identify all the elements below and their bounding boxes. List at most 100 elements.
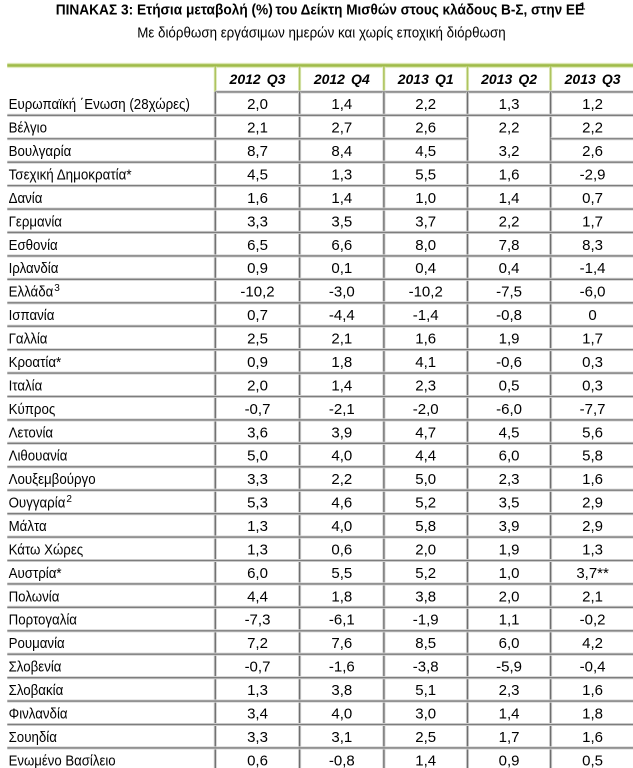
svg-text:1,4: 1,4 [499, 190, 520, 207]
svg-text:0,5: 0,5 [582, 752, 603, 768]
svg-text:2,2: 2,2 [499, 120, 520, 137]
svg-text:1,2: 1,2 [582, 96, 603, 113]
svg-text:1,7: 1,7 [582, 331, 603, 348]
svg-text:1,4: 1,4 [331, 96, 352, 113]
svg-text:1,9: 1,9 [499, 541, 520, 558]
svg-text:3,5: 3,5 [499, 495, 520, 512]
svg-text:1,6: 1,6 [415, 331, 436, 348]
svg-text:Τσεχική Δημοκρατία*: Τσεχική Δημοκρατία* [9, 167, 132, 184]
svg-text:1,8: 1,8 [331, 354, 352, 371]
svg-text:Πορτογαλία: Πορτογαλία [9, 612, 78, 629]
svg-text:3,7: 3,7 [415, 213, 436, 230]
svg-text:2,1: 2,1 [582, 588, 603, 605]
svg-text:Ισπανία: Ισπανία [9, 307, 55, 324]
svg-text:1,7: 1,7 [499, 729, 520, 746]
svg-text:-10,2: -10,2 [240, 284, 274, 301]
svg-text:1,6: 1,6 [582, 682, 603, 699]
svg-text:-5,9: -5,9 [496, 659, 522, 676]
svg-text:2,2: 2,2 [415, 96, 436, 113]
svg-text:0: 0 [588, 307, 596, 324]
svg-text:2,0: 2,0 [499, 588, 520, 605]
svg-text:-7,7: -7,7 [580, 401, 606, 418]
svg-text:2,1: 2,1 [247, 120, 268, 137]
svg-text:-0,6: -0,6 [496, 354, 522, 371]
svg-text:3,9: 3,9 [499, 518, 520, 535]
svg-text:6,0: 6,0 [247, 565, 268, 582]
svg-text:2012 Q4: 2012 Q4 [313, 71, 370, 87]
svg-text:Ιρλανδία: Ιρλανδία [9, 260, 59, 277]
svg-text:5,3: 5,3 [247, 495, 268, 512]
svg-text:-2,0: -2,0 [413, 401, 439, 418]
svg-text:Γερμανία: Γερμανία [9, 213, 63, 230]
svg-text:8,5: 8,5 [415, 635, 436, 652]
svg-text:1,3: 1,3 [499, 96, 520, 113]
svg-text:6,5: 6,5 [247, 237, 268, 254]
svg-text:0,9: 0,9 [247, 260, 268, 277]
svg-text:3,4: 3,4 [247, 705, 268, 722]
svg-text:2,2: 2,2 [582, 120, 603, 137]
svg-text:0,7: 0,7 [582, 190, 603, 207]
svg-text:0,7: 0,7 [247, 307, 268, 324]
svg-text:Λουξεμβούργο: Λουξεμβούργο [9, 471, 96, 488]
svg-text:5,6: 5,6 [582, 424, 603, 441]
svg-text:1,6: 1,6 [499, 167, 520, 184]
svg-text:4,0: 4,0 [331, 448, 352, 465]
svg-text:3,0: 3,0 [415, 705, 436, 722]
svg-text:3,3: 3,3 [247, 213, 268, 230]
svg-text:Φινλανδία: Φινλανδία [9, 705, 68, 722]
svg-text:2,3: 2,3 [499, 682, 520, 699]
svg-text:3,8: 3,8 [415, 588, 436, 605]
svg-text:ΠΙΝΑΚΑΣ 3: Ετήσια μεταβολή (%): ΠΙΝΑΚΑΣ 3: Ετήσια μεταβολή (%) [56, 1, 273, 18]
svg-text:5,2: 5,2 [415, 565, 436, 582]
svg-text:6,6: 6,6 [331, 237, 352, 254]
svg-text:Κροατία*: Κροατία* [9, 354, 62, 371]
svg-text:3,9: 3,9 [331, 424, 352, 441]
svg-text:3,5: 3,5 [331, 213, 352, 230]
svg-text:8,3: 8,3 [582, 237, 603, 254]
svg-text:5,8: 5,8 [582, 448, 603, 465]
svg-text:5,0: 5,0 [247, 448, 268, 465]
svg-text:Βουλγαρία: Βουλγαρία [9, 143, 72, 160]
svg-text:0,3: 0,3 [582, 377, 603, 394]
svg-text:-6,0: -6,0 [580, 284, 606, 301]
svg-text:Κάτω Χώρες: Κάτω Χώρες [9, 541, 84, 558]
svg-text:-7,5: -7,5 [496, 284, 522, 301]
svg-text:Σλοβενία: Σλοβενία [9, 659, 62, 676]
svg-text:Σουηδία: Σουηδία [9, 729, 58, 746]
svg-text:1,0: 1,0 [415, 190, 436, 207]
svg-text:5,2: 5,2 [415, 495, 436, 512]
svg-text:1,0: 1,0 [499, 565, 520, 582]
svg-text:0,6: 0,6 [247, 752, 268, 768]
svg-text:0,1: 0,1 [331, 260, 352, 277]
svg-text:4,0: 4,0 [331, 518, 352, 535]
svg-text:0,6: 0,6 [331, 541, 352, 558]
svg-text:1,4: 1,4 [415, 752, 436, 768]
svg-text:2,2: 2,2 [499, 213, 520, 230]
svg-text:-4,4: -4,4 [329, 307, 355, 324]
svg-text:5,5: 5,5 [331, 565, 352, 582]
svg-text:Δανία: Δανία [9, 190, 43, 207]
svg-text:-1,9: -1,9 [413, 612, 439, 629]
svg-text:5,5: 5,5 [415, 167, 436, 184]
svg-text:Με διόρθωση εργάσιμων ημερών κ: Με διόρθωση εργάσιμων ημερών και χωρίς ε… [137, 25, 506, 41]
svg-text:Ρουμανία: Ρουμανία [9, 635, 65, 652]
svg-text:-2,9: -2,9 [580, 167, 606, 184]
svg-text:2,1: 2,1 [331, 331, 352, 348]
svg-text:Εσθονία: Εσθονία [9, 237, 58, 254]
svg-text:-1,4: -1,4 [580, 260, 606, 277]
svg-text:1: 1 [580, 1, 586, 13]
svg-text:3: 3 [54, 283, 60, 294]
svg-text:-0,2: -0,2 [580, 612, 606, 629]
svg-text:1,4: 1,4 [331, 190, 352, 207]
svg-text:-1,6: -1,6 [329, 659, 355, 676]
svg-text:3,3: 3,3 [247, 471, 268, 488]
svg-text:-3,8: -3,8 [413, 659, 439, 676]
svg-text:Ιταλία: Ιταλία [9, 377, 43, 394]
svg-text:2,0: 2,0 [247, 377, 268, 394]
svg-text:-1,4: -1,4 [413, 307, 439, 324]
svg-text:1,3: 1,3 [247, 682, 268, 699]
svg-text:-6,1: -6,1 [329, 612, 355, 629]
svg-text:3,8: 3,8 [331, 682, 352, 699]
svg-text:1,4: 1,4 [499, 705, 520, 722]
svg-text:4,1: 4,1 [415, 354, 436, 371]
